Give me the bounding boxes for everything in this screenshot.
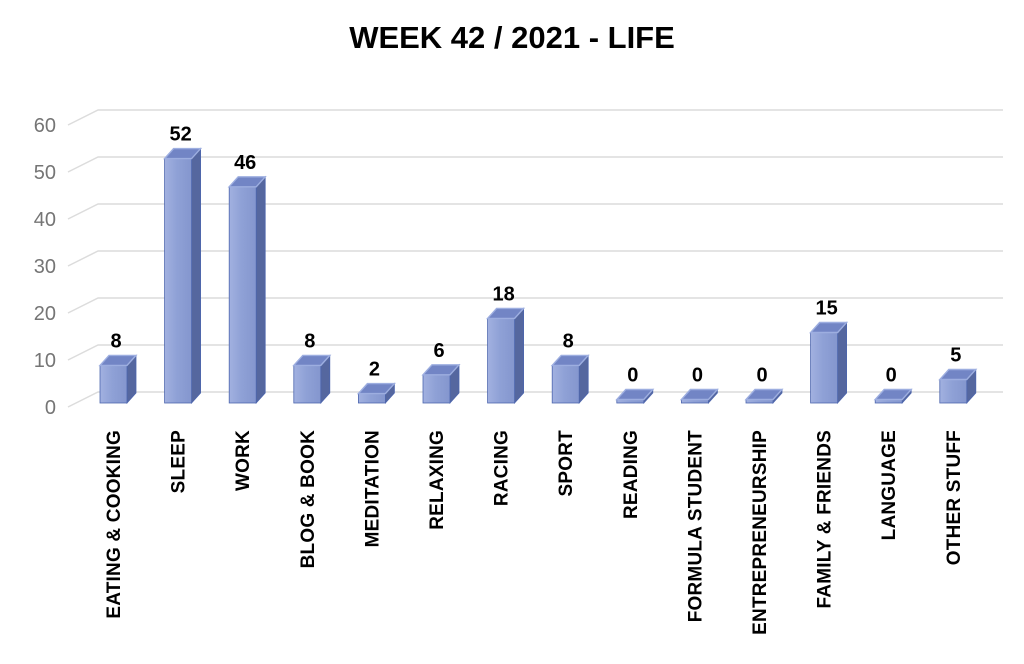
bar-top-face [809, 321, 849, 334]
y-axis-tick-label: 60 [34, 115, 56, 137]
bar-value-label: 0 [756, 365, 767, 387]
bars-group [98, 147, 978, 405]
category-label: FAMILY & FRIENDS [815, 430, 836, 608]
bar-front-face [487, 317, 516, 404]
gridline [67, 250, 1003, 267]
bar-10 [744, 388, 784, 405]
bar-front-face [357, 393, 386, 404]
y-axis-tick-label: 20 [34, 303, 56, 325]
bar-value-label: 8 [110, 330, 121, 352]
bar-top-face [938, 368, 978, 381]
y-axis-tick-label: 10 [34, 350, 56, 372]
category-label: EATING & COOKING [104, 430, 125, 619]
y-axis-tick-label: 30 [34, 256, 56, 278]
category-label: SLEEP [169, 430, 190, 493]
bar-side-face [514, 307, 524, 405]
bar-front-face [164, 158, 193, 404]
bar-front-face [293, 364, 322, 404]
bar-top-face [163, 147, 203, 160]
bar-0 [98, 354, 138, 405]
bar-value-label: 6 [433, 340, 444, 362]
category-label: SPORT [556, 430, 577, 497]
gridline [67, 109, 1003, 126]
bar-front-face [99, 364, 128, 404]
y-axis-tick-label: 40 [34, 209, 56, 231]
bar-value-label: 8 [304, 330, 315, 352]
bar-side-face [837, 321, 847, 405]
category-label: WORK [233, 430, 254, 491]
bar-top-face [550, 354, 590, 367]
bar-9 [679, 388, 719, 405]
bar-top-face [486, 307, 526, 320]
bar-1 [163, 147, 203, 405]
bar-2 [227, 175, 267, 405]
bar-front-face [228, 186, 257, 404]
gridline [67, 156, 1003, 173]
bar-value-label: 0 [886, 365, 897, 387]
bar-value-label: 2 [369, 359, 380, 381]
bar-value-label: 0 [692, 365, 703, 387]
gridline [67, 297, 1003, 314]
gridline [67, 203, 1003, 220]
bar-top-face [98, 354, 138, 367]
category-label: ENTREPRENEURSHIP [750, 430, 771, 635]
bar-top-face [679, 388, 719, 401]
bar-value-label: 15 [815, 298, 837, 320]
gridline [67, 344, 1003, 361]
bar-7 [550, 354, 590, 405]
bar-top-face [356, 382, 396, 395]
bar-value-label: 8 [563, 330, 574, 352]
category-label: OTHER STUFF [944, 430, 965, 565]
bar-value-label: 5 [950, 345, 961, 367]
bar-6 [486, 307, 526, 405]
bar-11 [809, 321, 849, 405]
gridline [67, 391, 1003, 408]
bar-top-face [744, 388, 784, 401]
category-label: RACING [492, 430, 513, 506]
bar-4 [356, 382, 396, 405]
category-label: READING [621, 430, 642, 519]
bar-top-face [227, 176, 267, 188]
category-label: MEDITATION [362, 430, 383, 547]
bar-front-face [551, 364, 580, 404]
bar-12 [873, 388, 913, 405]
bar-front-face [939, 379, 968, 404]
bar-side-face [191, 147, 201, 405]
bar-top-face [292, 354, 332, 367]
y-axis-tick-label: 0 [45, 397, 56, 419]
y-axis-tick-label: 50 [34, 162, 56, 184]
bar-top-face [873, 388, 913, 401]
category-label: FORMULA STUDENT [685, 430, 706, 622]
bar-side-face [255, 175, 266, 405]
bar-8 [615, 388, 655, 405]
bar-value-label: 52 [169, 124, 191, 146]
category-label: BLOG & BOOK [298, 430, 319, 568]
bar-value-label: 46 [234, 152, 256, 174]
bar-5 [421, 363, 461, 405]
bar-front-face [810, 332, 838, 404]
bar-3 [292, 354, 332, 405]
bar-top-face [615, 388, 655, 401]
bar-front-face [422, 374, 451, 404]
category-label: LANGUAGE [879, 430, 900, 540]
chart-title: WEEK 42 / 2021 - LIFE [349, 20, 675, 55]
bar-13 [938, 368, 978, 405]
bar-top-face [421, 364, 461, 376]
category-label: RELAXING [427, 430, 448, 530]
bar-value-label: 0 [627, 365, 638, 387]
bar-value-label: 18 [492, 283, 514, 305]
